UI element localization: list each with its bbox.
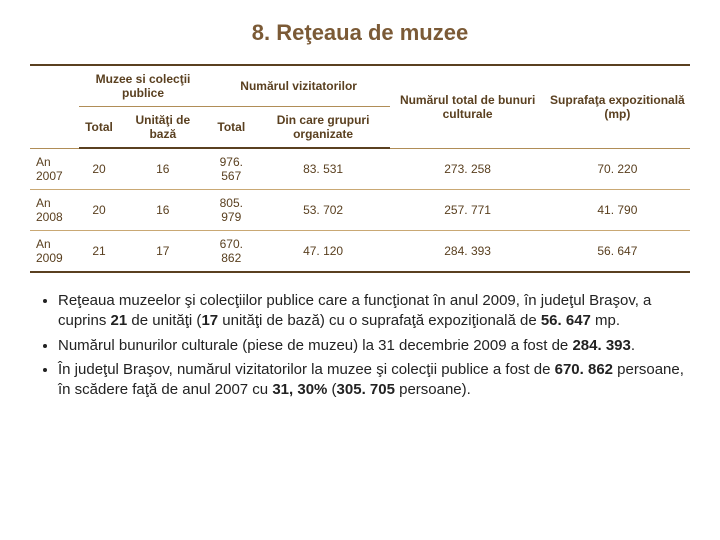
cell: 53. 702 xyxy=(256,190,391,231)
col-base-units: Unităţi de bază xyxy=(119,107,207,149)
table-row: An 2008 20 16 805. 979 53. 702 257. 771 … xyxy=(30,190,690,231)
bullet-item: Numărul bunurilor culturale (piese de mu… xyxy=(58,336,690,356)
cell: 976. 567 xyxy=(207,148,256,190)
cell: 41. 790 xyxy=(545,190,690,231)
cell: 83. 531 xyxy=(256,148,391,190)
row-label: An 2007 xyxy=(30,148,79,190)
row-label: An 2009 xyxy=(30,231,79,273)
colgroup-collections: Muzee si colecţii publice xyxy=(79,65,207,107)
col-cultural-goods: Numărul total de bunuri culturale xyxy=(390,65,544,148)
cell: 257. 771 xyxy=(390,190,544,231)
table-row: An 2009 21 17 670. 862 47. 120 284. 393 … xyxy=(30,231,690,273)
cell: 20 xyxy=(79,190,119,231)
bullet-list: Reţeaua muzeelor şi colecţiilor publice … xyxy=(30,291,690,400)
cell: 47. 120 xyxy=(256,231,391,273)
cell: 20 xyxy=(79,148,119,190)
colgroup-visitors: Numărul vizitatorilor xyxy=(207,65,391,107)
cell: 670. 862 xyxy=(207,231,256,273)
col-visitors-total: Total xyxy=(207,107,256,149)
col-total: Total xyxy=(79,107,119,149)
cell: 284. 393 xyxy=(390,231,544,273)
cell: 56. 647 xyxy=(545,231,690,273)
col-visitors-groups: Din care grupuri organizate xyxy=(256,107,391,149)
col-blank xyxy=(30,65,79,148)
cell: 16 xyxy=(119,190,207,231)
bullet-item: Reţeaua muzeelor şi colecţiilor publice … xyxy=(58,291,690,332)
cell: 805. 979 xyxy=(207,190,256,231)
col-area: Suprafaţa expozitională (mp) xyxy=(545,65,690,148)
cell: 17 xyxy=(119,231,207,273)
row-label: An 2008 xyxy=(30,190,79,231)
table-row: An 2007 20 16 976. 567 83. 531 273. 258 … xyxy=(30,148,690,190)
cell: 16 xyxy=(119,148,207,190)
cell: 70. 220 xyxy=(545,148,690,190)
page-title: 8. Reţeaua de muzee xyxy=(30,20,690,46)
bullet-item: În judeţul Braşov, numărul vizitatorilor… xyxy=(58,360,690,401)
museum-table: Muzee si colecţii publice Numărul vizita… xyxy=(30,64,690,273)
cell: 273. 258 xyxy=(390,148,544,190)
cell: 21 xyxy=(79,231,119,273)
